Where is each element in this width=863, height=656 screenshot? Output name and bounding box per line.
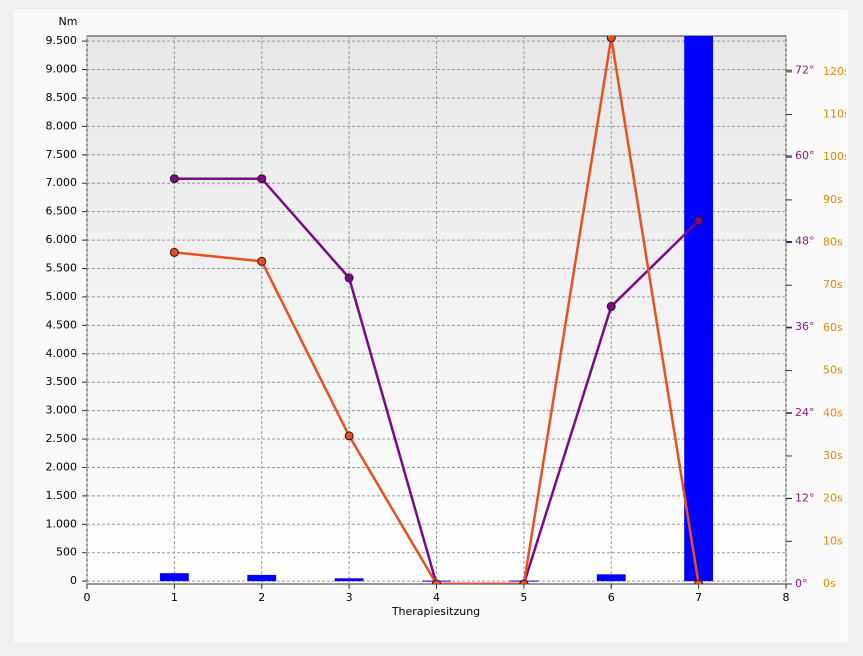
y2-tick-label: 36° bbox=[795, 320, 815, 333]
y-tick-label: 2.000 bbox=[46, 460, 78, 473]
y-tick-label: 9.500 bbox=[46, 34, 78, 47]
y2-tick-label: 0° bbox=[795, 577, 808, 590]
point bbox=[432, 579, 441, 584]
x-tick-label: 4 bbox=[433, 591, 440, 604]
point bbox=[169, 247, 179, 257]
y-tick-label: 3.500 bbox=[46, 375, 78, 388]
y-tick-label: 4.000 bbox=[46, 347, 78, 360]
point bbox=[519, 579, 529, 584]
y3-tick-label: 60s bbox=[823, 321, 843, 334]
x-tick-label: 8 bbox=[783, 591, 790, 604]
y3-tick-label: 10s bbox=[823, 534, 843, 547]
y-tick-label: 5.000 bbox=[46, 290, 78, 303]
y-tick-label: 2.500 bbox=[46, 432, 78, 445]
y-tick-label: 6.000 bbox=[46, 233, 78, 246]
point bbox=[606, 36, 616, 43]
x-tick-label: 3 bbox=[346, 591, 353, 604]
y2-tick-label: 24° bbox=[795, 406, 815, 419]
point bbox=[169, 174, 179, 184]
y-axis-title: Nm bbox=[59, 15, 78, 28]
y3-tick-label: 80s bbox=[823, 236, 843, 249]
y-tick-label: 5.500 bbox=[46, 262, 78, 275]
x-tick-label: 7 bbox=[695, 591, 702, 604]
y-tick-label: 500 bbox=[56, 546, 77, 559]
y3-tick-label: 120s bbox=[823, 65, 850, 78]
y2-tick-label: 72° bbox=[795, 63, 815, 76]
y3-tick-label: 90s bbox=[823, 193, 843, 206]
x-tick-label: 1 bbox=[171, 591, 178, 604]
point bbox=[606, 301, 616, 311]
y3-tick-label: 40s bbox=[823, 406, 843, 419]
y3-tick-label: 110s bbox=[823, 108, 850, 121]
bar bbox=[247, 574, 277, 582]
x-axis-title: Therapiesitzung bbox=[391, 605, 480, 618]
y2-tick-label: 48° bbox=[795, 235, 815, 248]
bar bbox=[684, 36, 714, 582]
y3-tick-label: 0s bbox=[823, 577, 836, 590]
point bbox=[694, 579, 704, 584]
y3-tick-label: 100s bbox=[823, 150, 850, 163]
y-tick-label: 6.500 bbox=[46, 205, 78, 218]
grid bbox=[86, 36, 787, 584]
axes: 0 500 1.000 1.500 2.000 2.500 3.000 3.500 4.000 4… bbox=[46, 34, 850, 604]
y-tick-label: 7.500 bbox=[46, 148, 78, 161]
y-tick-label: 3.000 bbox=[46, 404, 78, 417]
y3-tick-label: 20s bbox=[823, 492, 843, 505]
y-tick-label: 1.000 bbox=[46, 517, 78, 530]
y3-tick-label: 30s bbox=[823, 449, 843, 462]
point bbox=[344, 273, 354, 283]
point bbox=[344, 431, 354, 441]
point bbox=[694, 216, 704, 226]
y3-tick-label: 50s bbox=[823, 364, 843, 377]
x-tick-label: 6 bbox=[608, 591, 615, 604]
bar bbox=[159, 573, 189, 582]
x-tick-label: 0 bbox=[84, 591, 91, 604]
x-tick-label: 2 bbox=[258, 591, 265, 604]
y-tick-label: 9.000 bbox=[46, 63, 78, 76]
y-tick-label: 0 bbox=[70, 574, 77, 587]
y2-tick-label: 12° bbox=[795, 491, 815, 504]
x-tick-label: 5 bbox=[520, 591, 527, 604]
y3-tick-label: 70s bbox=[823, 278, 843, 291]
point bbox=[257, 174, 267, 184]
y2-tick-label: 60° bbox=[795, 149, 815, 162]
y-tick-label: 8.000 bbox=[46, 119, 78, 132]
bar bbox=[596, 574, 626, 582]
y-tick-label: 1.500 bbox=[46, 489, 78, 502]
bar bbox=[334, 578, 364, 582]
y-tick-label: 4.500 bbox=[46, 318, 78, 331]
point bbox=[257, 256, 267, 266]
marks bbox=[159, 36, 714, 584]
y-tick-label: 7.000 bbox=[46, 176, 78, 189]
y-tick-label: 8.500 bbox=[46, 91, 78, 104]
